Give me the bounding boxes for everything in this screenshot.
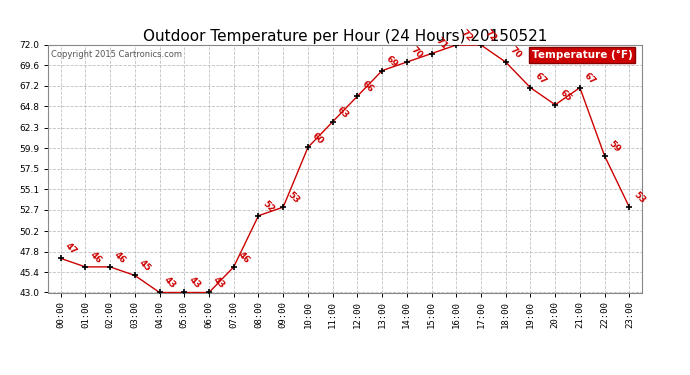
- Text: 46: 46: [112, 250, 128, 265]
- Text: 53: 53: [632, 190, 647, 206]
- Text: 69: 69: [384, 54, 400, 69]
- Text: 46: 46: [88, 250, 103, 265]
- Text: 43: 43: [162, 276, 177, 291]
- Text: 70: 70: [509, 45, 524, 60]
- Text: 72: 72: [484, 28, 499, 43]
- Text: 60: 60: [310, 130, 326, 146]
- Text: 47: 47: [63, 241, 79, 256]
- Text: 53: 53: [286, 190, 301, 206]
- Text: 43: 43: [187, 276, 202, 291]
- Text: 72: 72: [459, 28, 474, 43]
- Text: 71: 71: [434, 36, 449, 52]
- Text: Temperature (°F): Temperature (°F): [532, 50, 633, 60]
- Text: 63: 63: [335, 105, 351, 120]
- Text: 45: 45: [137, 258, 152, 274]
- Text: 46: 46: [236, 250, 251, 265]
- Title: Outdoor Temperature per Hour (24 Hours) 20150521: Outdoor Temperature per Hour (24 Hours) …: [143, 29, 547, 44]
- Text: 66: 66: [360, 79, 375, 94]
- Text: 67: 67: [582, 70, 598, 86]
- Text: 67: 67: [533, 70, 548, 86]
- Text: 43: 43: [212, 276, 227, 291]
- Text: 65: 65: [558, 88, 573, 103]
- Text: 59: 59: [607, 139, 622, 154]
- Text: 70: 70: [409, 45, 424, 60]
- Text: 52: 52: [261, 199, 276, 214]
- Text: Copyright 2015 Cartronics.com: Copyright 2015 Cartronics.com: [51, 50, 182, 59]
